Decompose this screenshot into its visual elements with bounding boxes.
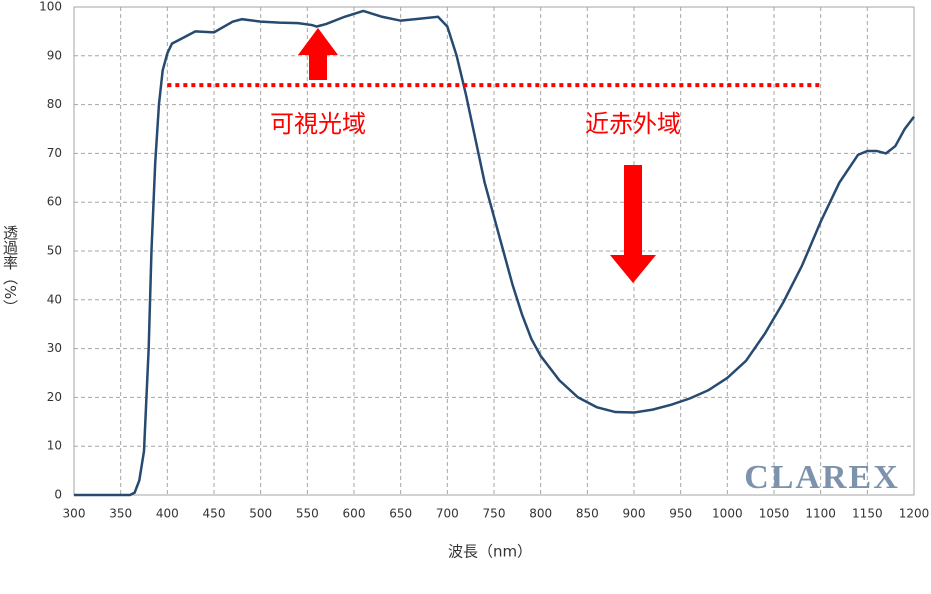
- x-tick-label: 1100: [805, 507, 836, 521]
- y-tick-label: 80: [47, 97, 62, 111]
- data-line: [74, 9, 915, 497]
- x-tick-label: 700: [436, 507, 459, 521]
- y-axis-label: 透過率（%）: [1, 225, 19, 314]
- y-tick-label: 100: [39, 0, 62, 14]
- x-tick-label: 350: [109, 507, 132, 521]
- x-tick-label: 500: [249, 507, 272, 521]
- annotation: 近赤外域: [585, 110, 681, 138]
- y-tick-label: 70: [47, 146, 62, 160]
- x-tick-label: 450: [203, 507, 226, 521]
- x-axis-label: 波長（nm）: [448, 543, 532, 561]
- y-tick-label: 30: [47, 341, 62, 355]
- y-tick-label: 60: [47, 195, 62, 209]
- watermark: CLAREX: [744, 459, 900, 496]
- y-tick-label: 0: [54, 488, 62, 502]
- annotation: 可視光域: [270, 110, 366, 138]
- y-tick-label: 40: [47, 292, 62, 306]
- x-tick-label: 800: [529, 507, 552, 521]
- x-tick-label: 850: [576, 507, 599, 521]
- arrow-down: [610, 165, 656, 283]
- arrow-up: [298, 28, 338, 80]
- y-tick-label: 10: [47, 439, 62, 453]
- x-tick-label: 750: [483, 507, 506, 521]
- x-tick-label: 550: [296, 507, 319, 521]
- x-tick-label: 300: [63, 507, 86, 521]
- x-tick-label: 1150: [852, 507, 883, 521]
- x-tick-label: 900: [623, 507, 646, 521]
- x-tick-label: 1000: [712, 507, 743, 521]
- y-tick-label: 20: [47, 390, 62, 404]
- y-tick-label: 90: [47, 48, 62, 62]
- y-tick-label: 50: [47, 244, 62, 258]
- x-tick-label: 400: [156, 507, 179, 521]
- x-tick-label: 1050: [759, 507, 790, 521]
- x-tick-label: 950: [669, 507, 692, 521]
- x-tick-label: 600: [343, 507, 366, 521]
- x-tick-label: 1200: [899, 507, 930, 521]
- x-tick-label: 650: [389, 507, 412, 521]
